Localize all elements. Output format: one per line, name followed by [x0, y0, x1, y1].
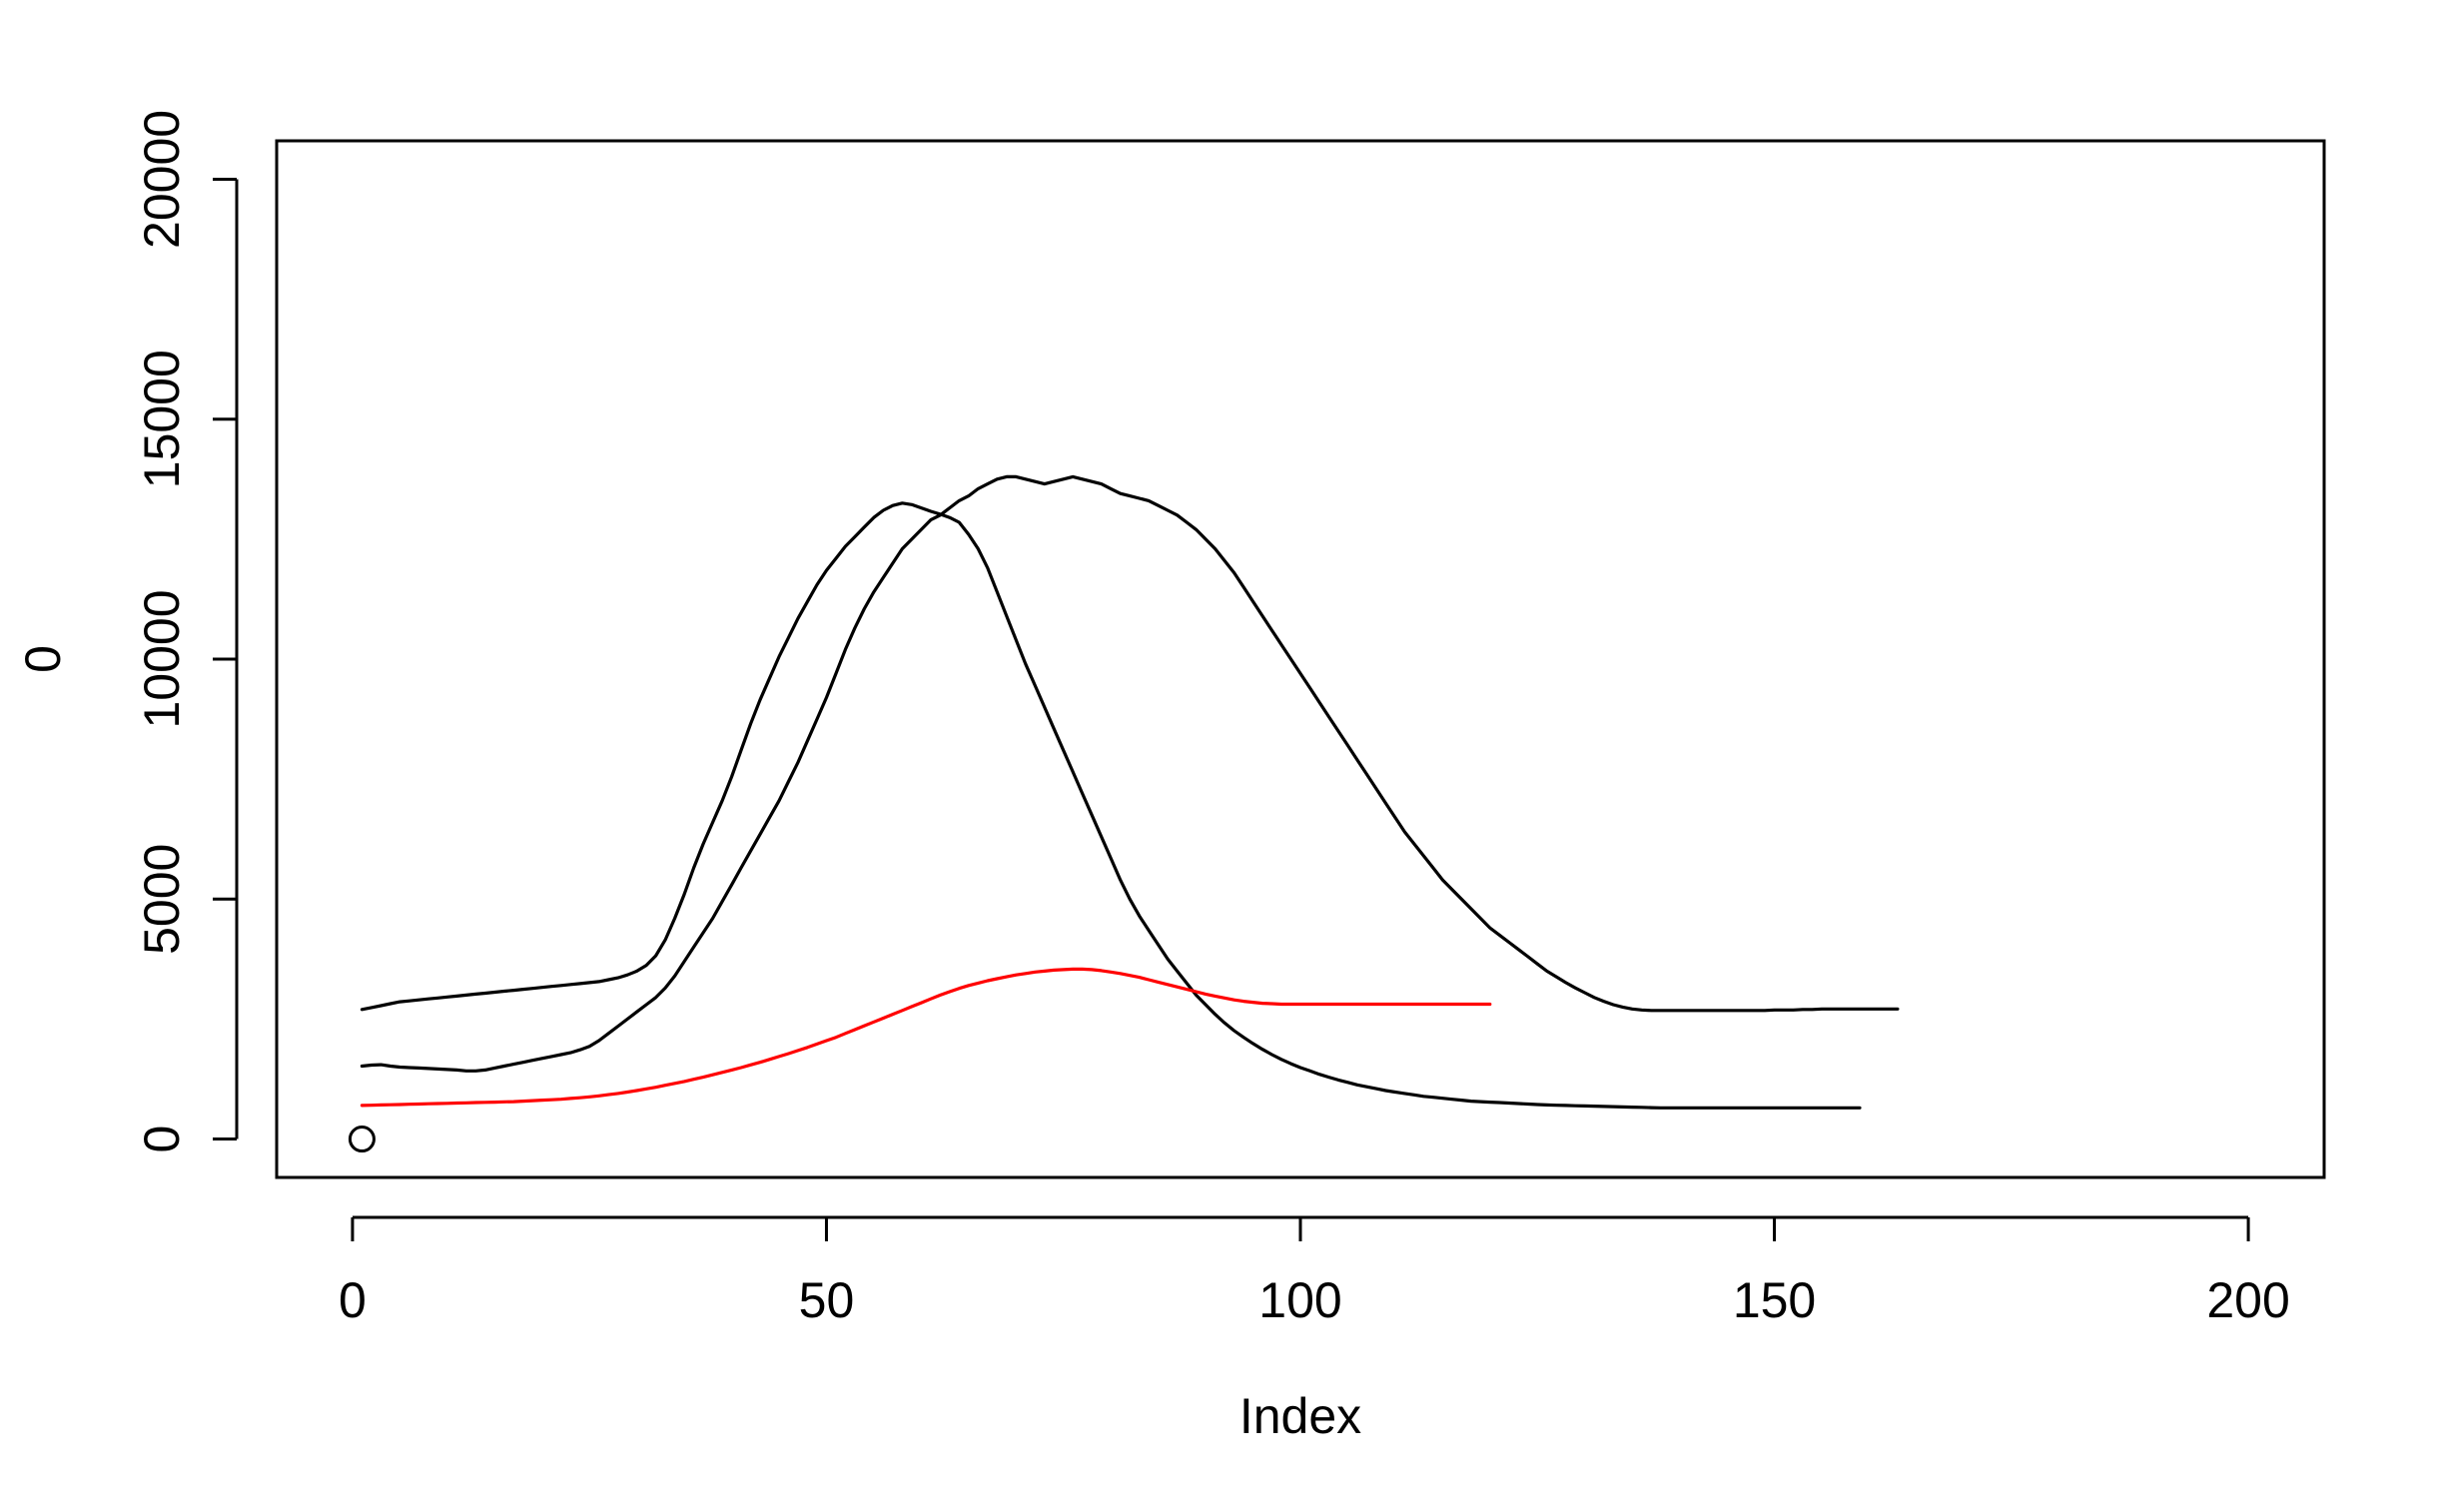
y-tick-label: 0	[134, 1126, 190, 1153]
y-axis-label: 0	[15, 645, 71, 673]
y-tick-label: 5000	[134, 844, 190, 955]
series-line-3	[360, 967, 1492, 1108]
y-axis: 0 5000 10000 15000 20000	[134, 110, 239, 1153]
x-axis: 0 50 100 150 200	[339, 1215, 2290, 1328]
x-axis-label: Index	[1239, 1388, 1361, 1444]
y-tick-label: 20000	[134, 110, 190, 249]
x-tick-label: 150	[1733, 1272, 1816, 1328]
x-tick-label: 0	[339, 1272, 367, 1328]
x-tick-label: 50	[799, 1272, 855, 1328]
series-line-2	[360, 501, 1862, 1110]
series-line-1	[360, 474, 1900, 1073]
data-point-marker	[348, 1126, 376, 1153]
plot-frame	[275, 139, 2326, 1179]
y-tick-label: 10000	[134, 589, 190, 728]
x-tick-label: 200	[2206, 1272, 2289, 1328]
x-tick-label: 100	[1258, 1272, 1341, 1328]
y-tick-label: 15000	[134, 350, 190, 488]
series-layer	[360, 474, 1900, 1110]
